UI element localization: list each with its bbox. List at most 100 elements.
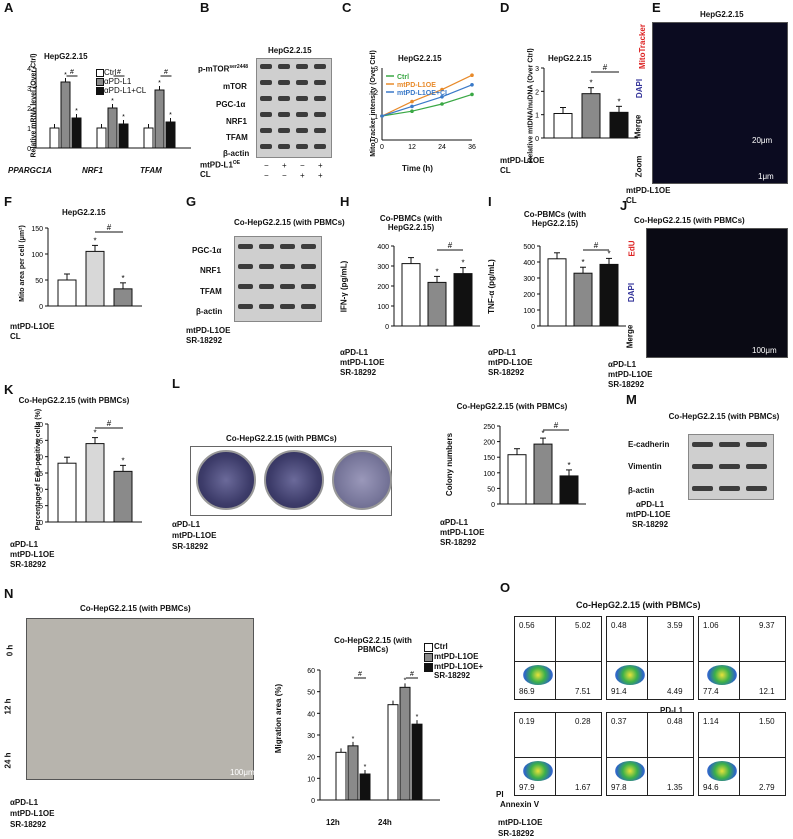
- blot-g-row-1: PGC-1α: [192, 246, 222, 255]
- i-star: *: [581, 258, 584, 267]
- n-star: *: [404, 677, 407, 684]
- flow-population: [615, 665, 645, 685]
- blot-g-band: [280, 244, 295, 249]
- panel-label-l: L: [172, 376, 180, 391]
- cond-f-1: mtPD-L1OE: [10, 322, 55, 331]
- a-bar: [143, 127, 154, 149]
- flow-quadrant-value: 0.48: [667, 717, 683, 726]
- panel-n-chart-title: Co-HepG2.2.15 (with PBMCs): [334, 636, 412, 654]
- sign-b-2: +: [282, 161, 287, 170]
- flow-gate-horizontal: [699, 661, 785, 662]
- legend-n-1: Ctrl: [434, 642, 448, 651]
- blot-g-row-4: β-actin: [196, 307, 223, 316]
- blot-g-band: [301, 284, 316, 289]
- cond-k-2: SR-18292: [10, 560, 47, 569]
- blot-g-band: [259, 304, 274, 309]
- blot-b-band: [278, 144, 290, 149]
- micrograph-e: [652, 22, 788, 184]
- n-ytick-label: 20: [307, 755, 315, 762]
- panel-g-title: Co-HepG2.2.15 (with PBMCs): [234, 218, 345, 227]
- flow-gate-horizontal: [515, 661, 601, 662]
- cond-j-2: SR-18292: [608, 380, 645, 389]
- cond-h-2: SR-18292: [340, 368, 377, 377]
- f-bar: [113, 288, 133, 307]
- i-bar: [599, 263, 619, 327]
- blot-b-row-1: p-mTORser2448: [198, 64, 249, 74]
- sign-b-8: +: [318, 171, 323, 180]
- panel-d-title: HepG2.2.15: [548, 54, 592, 63]
- h-star: *: [435, 267, 438, 276]
- cond-b-1: mtPD-L1OE: [200, 160, 241, 170]
- chart-i: 0 100 200 300 400 500 * * #: [523, 241, 626, 331]
- cond-m-2: SR-18292: [632, 520, 669, 529]
- chart-f: 0 50 100 150 * * #: [31, 223, 142, 311]
- c-legend-label: mtPD-L1OE+CL: [397, 90, 450, 97]
- cond-l2-2: SR-18292: [440, 538, 477, 547]
- a-bar: [118, 123, 129, 149]
- k-ytick-label: 0: [39, 520, 43, 527]
- panel-a-group-1: PPARGC1A: [8, 166, 52, 175]
- a-sig-hash: #: [70, 69, 74, 76]
- c-point: [470, 92, 474, 97]
- blot-m-band: [746, 486, 767, 491]
- flow-gate-horizontal: [515, 757, 601, 758]
- flow-plot: 1.14 1.50 94.6 2.79: [698, 712, 786, 796]
- panel-n-row-2: 12 h: [3, 698, 13, 715]
- panel-label-a: A: [4, 0, 14, 15]
- blot-b-band: [260, 128, 272, 133]
- panel-j-row-3: Merge: [625, 324, 635, 349]
- i-ytick-label: 400: [523, 260, 535, 267]
- panel-c-xlabel: Time (h): [402, 164, 433, 173]
- panel-label-d: D: [500, 0, 510, 15]
- panel-label-g: G: [186, 194, 197, 209]
- a-ytick-label: 0: [27, 146, 31, 153]
- c-point: [410, 109, 414, 113]
- n-sig-hash: #: [358, 671, 362, 678]
- a-ytick-label: 3: [27, 86, 31, 93]
- cond-k-1: mtPD-L1OE: [10, 550, 55, 559]
- blot-b-row-4: NRF1: [226, 117, 247, 126]
- cond-i-1: mtPD-L1OE: [488, 358, 533, 367]
- h-ytick-label: 0: [385, 324, 389, 331]
- k-sig-hash: #: [107, 419, 112, 428]
- cond-d-1: mtPD-L1OE: [500, 156, 545, 165]
- flow-quadrant-value: 1.50: [759, 717, 775, 726]
- h-ytick-label: 100: [377, 304, 389, 311]
- d-sig-hash: #: [603, 63, 608, 72]
- panel-n-row-1: 0 h: [5, 644, 15, 657]
- sign-b-4: +: [318, 161, 323, 170]
- h-star: *: [461, 259, 464, 268]
- cond-h-1: mtPD-L1OE: [340, 358, 385, 367]
- d-star: *: [589, 79, 592, 88]
- d-bar: [553, 113, 573, 139]
- k-ytick-label: 25: [35, 438, 43, 445]
- c-series-line: [381, 84, 473, 117]
- h-ytick-label: 300: [377, 264, 389, 271]
- panel-label-j: J: [620, 198, 628, 213]
- panel-j-title: Co-HepG2.2.15 (with PBMCs): [634, 216, 745, 225]
- flow-population: [615, 761, 645, 781]
- blot-b-row-5: TFAM: [226, 133, 248, 142]
- blot-b-band: [296, 80, 308, 85]
- blot-m-row-3: β-actin: [628, 486, 655, 495]
- a-bar: [107, 107, 118, 149]
- flow-gate-horizontal: [607, 661, 693, 662]
- flow-quadrant-value: 86.9: [519, 687, 535, 696]
- n-bar: [359, 773, 371, 801]
- flow-quadrant-value: 0.48: [611, 621, 627, 630]
- panel-o-midlabel: PD-L1: [660, 706, 684, 715]
- panel-j-row-1: EdU: [627, 240, 637, 257]
- legend-a-cl: αPD-L1+CL: [104, 86, 147, 95]
- panel-n-group-2: 24h: [378, 818, 392, 827]
- panel-n-scale: 100μm: [230, 768, 255, 777]
- h-bar: [427, 281, 447, 327]
- panel-label-h: H: [340, 194, 350, 209]
- cond-j-1: mtPD-L1OE: [608, 370, 653, 379]
- c-ytick-label: 2: [374, 90, 378, 97]
- h-ytick-label: 200: [377, 284, 389, 291]
- wound-images-n: [26, 618, 254, 780]
- chart-h: 0 100 200 300 400 * * #: [377, 241, 480, 331]
- flow-quadrant-value: 3.59: [667, 621, 683, 630]
- i-ytick-label: 100: [523, 308, 535, 315]
- c-series-line: [381, 74, 473, 117]
